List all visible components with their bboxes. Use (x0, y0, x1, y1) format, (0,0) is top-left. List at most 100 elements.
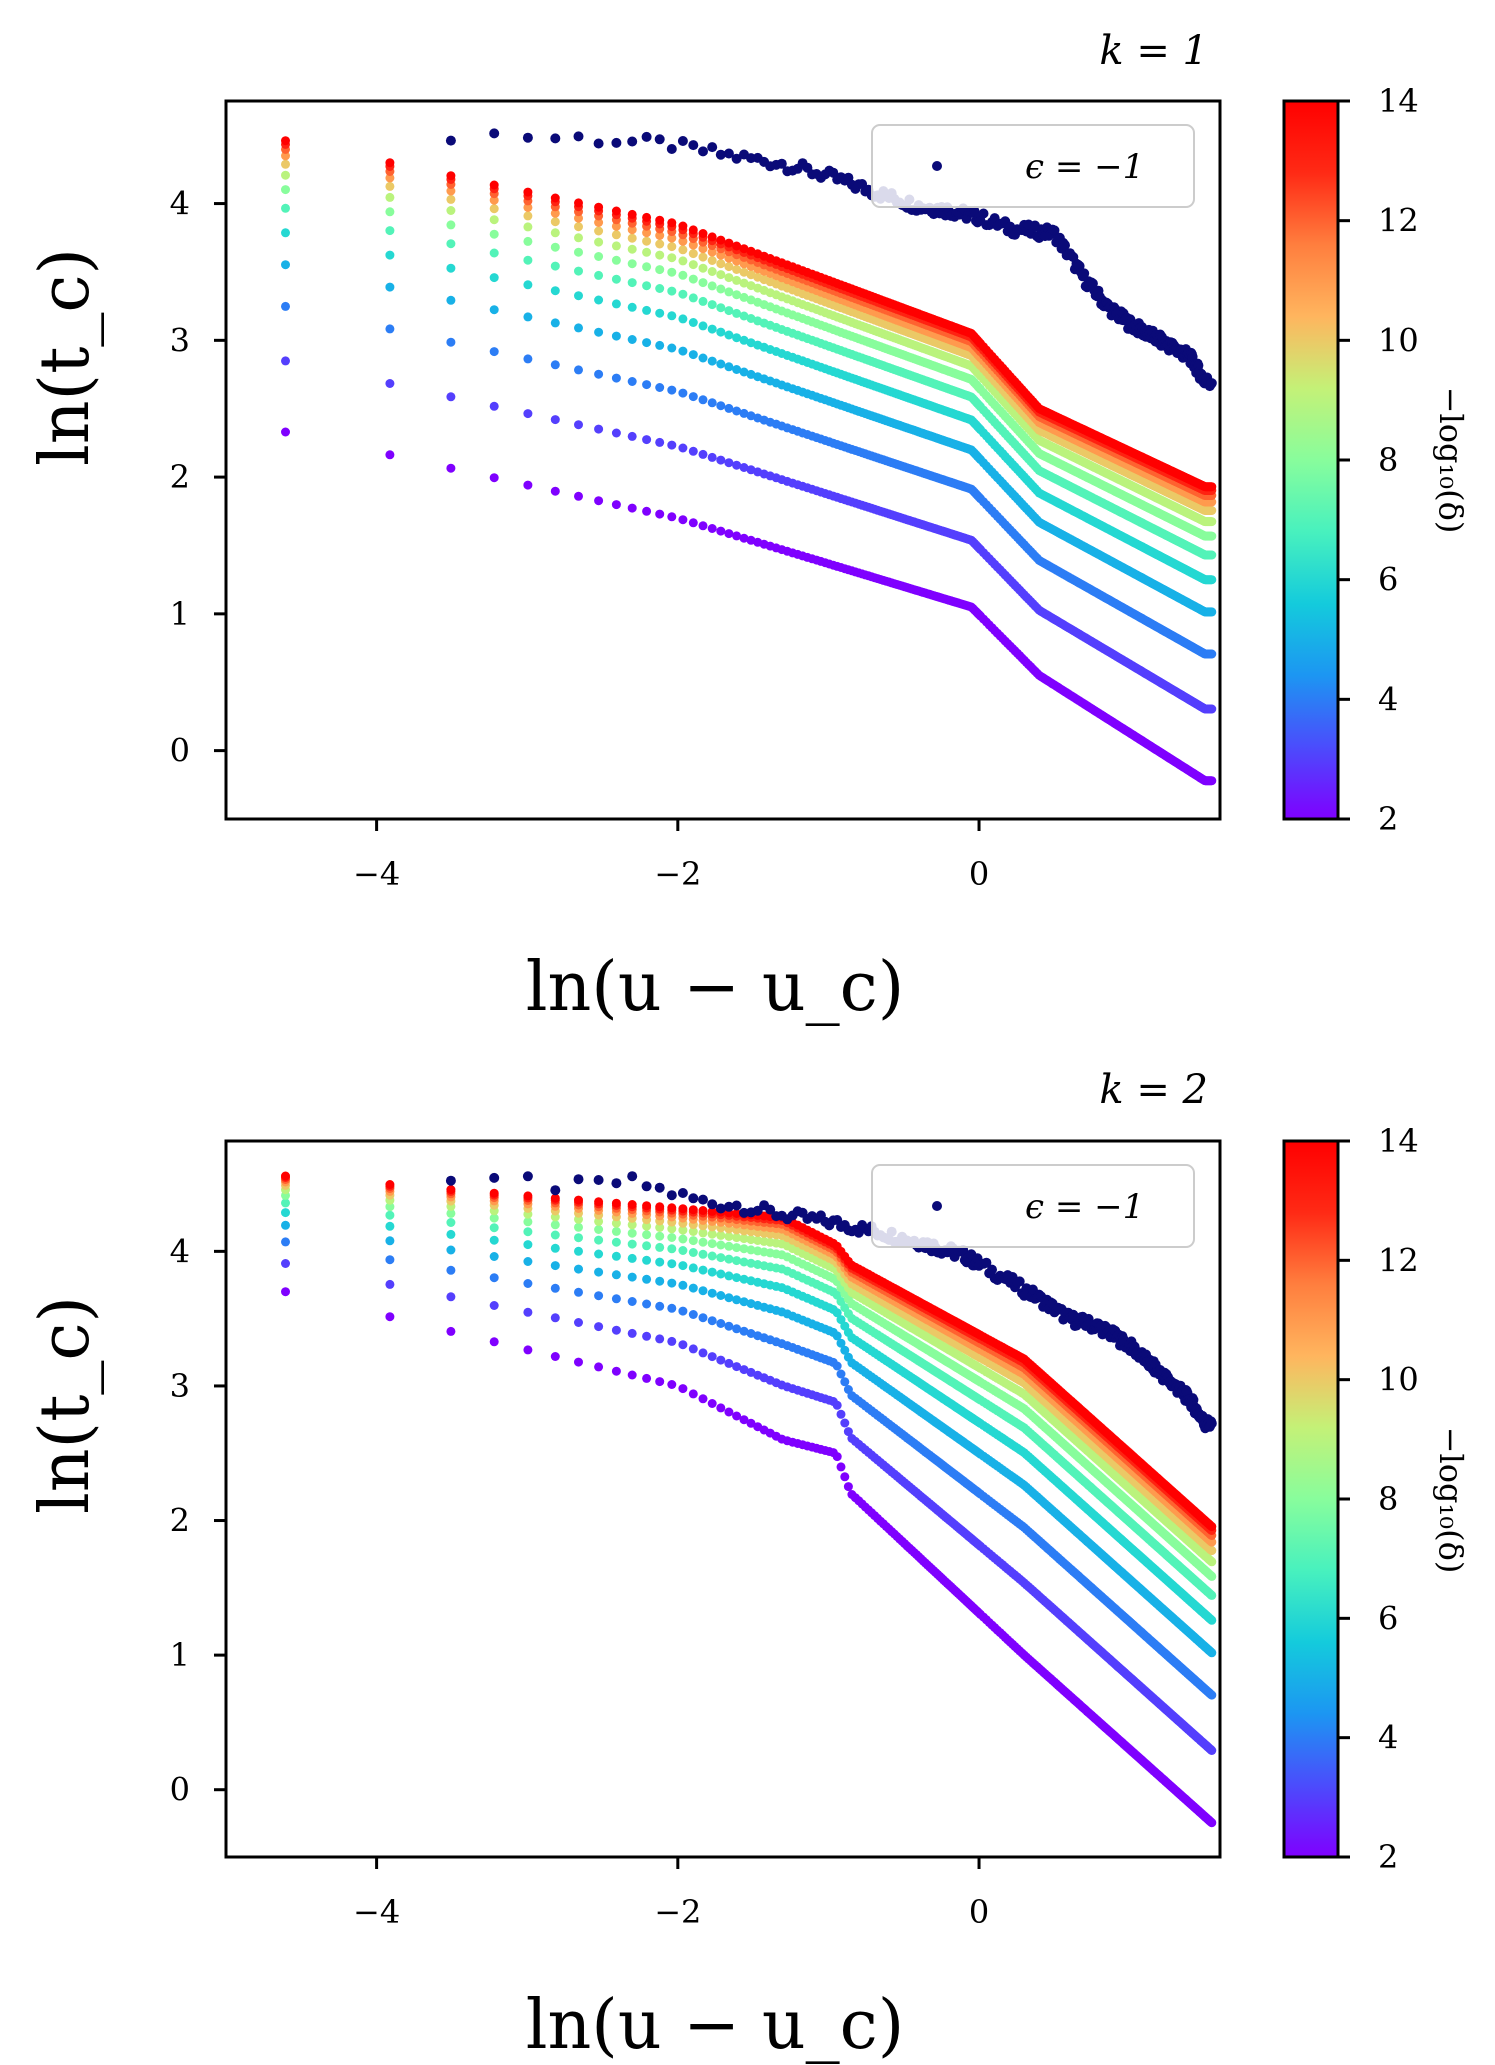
data-point (627, 136, 638, 147)
data-point (574, 198, 583, 208)
data-point (707, 324, 717, 334)
data-point (666, 144, 677, 154)
data-point (843, 1482, 853, 1492)
data-point (1207, 649, 1217, 659)
data-point (707, 256, 717, 265)
data-point (574, 291, 583, 301)
data-point (594, 270, 604, 280)
data-point (707, 356, 717, 366)
data-point (523, 255, 533, 265)
data-point (688, 1283, 698, 1293)
data-point (281, 159, 290, 169)
data-point (716, 327, 726, 337)
delta-series (281, 185, 1217, 541)
data-point (698, 263, 708, 273)
data-point (678, 1340, 688, 1350)
data-point (716, 235, 726, 245)
data-point (724, 253, 734, 263)
data-point (550, 486, 560, 496)
data-point (655, 215, 665, 225)
data-point (574, 1357, 583, 1367)
data-point (698, 521, 708, 531)
data-point (707, 281, 717, 291)
data-point (739, 463, 749, 472)
data-point (611, 1366, 621, 1376)
data-point (385, 1312, 395, 1322)
data-point (716, 259, 726, 269)
data-point (655, 265, 665, 275)
data-point (523, 480, 533, 490)
data-point (281, 1237, 290, 1247)
data-point (732, 333, 742, 343)
data-point (678, 1306, 688, 1316)
x-tick-label: 0 (969, 855, 989, 893)
data-point (667, 1278, 677, 1288)
data-point (627, 259, 637, 269)
x-axis-title-k2: ln(u − u_c) (526, 1986, 904, 2065)
data-point (678, 270, 688, 280)
data-point (655, 239, 665, 249)
data-point (523, 1257, 533, 1266)
data-point (678, 289, 688, 299)
data-point (627, 335, 637, 344)
x-tick-label: −2 (654, 855, 701, 893)
delta-series (281, 1287, 1217, 1828)
data-point (642, 435, 652, 445)
data-point (1207, 506, 1217, 515)
data-point (446, 194, 456, 204)
legend-label-k1: ϵ = −1 (1025, 147, 1144, 187)
y-axis-title-text: ln(t_c) (26, 248, 105, 466)
data-point (550, 1313, 560, 1323)
data-point (642, 281, 652, 291)
data-point (836, 1369, 846, 1379)
data-point (611, 241, 621, 251)
data-point (550, 318, 560, 328)
data-point (1207, 482, 1217, 492)
data-point (385, 282, 395, 292)
data-point (611, 299, 621, 309)
colorbar-tick-label: 2 (1378, 800, 1398, 838)
data-point (698, 353, 708, 363)
data-point (724, 1358, 734, 1368)
data-point (716, 401, 726, 411)
data-point (642, 236, 652, 246)
delta-series (281, 301, 1217, 659)
data-point (489, 1301, 499, 1310)
data-point (523, 222, 533, 232)
data-point (489, 401, 499, 411)
data-point (698, 229, 708, 238)
data-point (1207, 1818, 1217, 1828)
colorbar-tick-label: 6 (1378, 561, 1398, 599)
data-point (667, 1336, 677, 1346)
data-point (594, 226, 604, 236)
data-point (489, 195, 499, 205)
data-point (627, 1297, 637, 1306)
data-point (446, 295, 456, 305)
data-point (574, 247, 583, 257)
data-point (667, 218, 677, 228)
data-point (611, 274, 621, 284)
data-point (611, 255, 621, 265)
data-point (574, 420, 583, 430)
data-point (654, 134, 665, 145)
data-point (678, 221, 688, 231)
data-point (593, 138, 604, 149)
data-point (655, 509, 665, 519)
data-point (627, 225, 637, 235)
data-point (281, 136, 290, 146)
delta-series (281, 228, 1217, 585)
data-point (523, 354, 533, 364)
data-point (281, 170, 290, 180)
data-point (739, 335, 749, 345)
data-point (385, 450, 395, 460)
data-point (281, 228, 290, 238)
data-point (574, 365, 583, 375)
data-point (732, 531, 742, 541)
data-point (550, 360, 560, 370)
data-point (678, 236, 688, 246)
data-point (574, 491, 583, 501)
